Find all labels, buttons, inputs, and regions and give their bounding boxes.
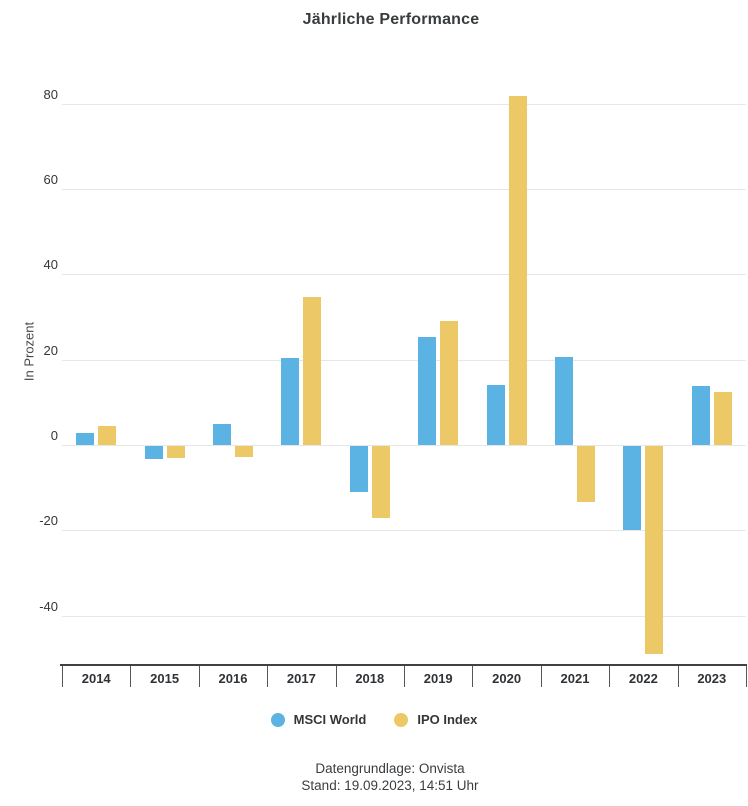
- gridline: [62, 274, 746, 276]
- x-axis-tick: [335, 666, 337, 687]
- legend-label: IPO Index: [417, 712, 478, 727]
- bar-ipo-index-2021[interactable]: [577, 445, 595, 503]
- bar-msci-world-2016[interactable]: [213, 424, 231, 445]
- bar-msci-world-2019[interactable]: [418, 337, 437, 445]
- x-tick-label-2014: 2014: [81, 671, 111, 686]
- y-tick-label: 80: [43, 86, 58, 102]
- bar-ipo-index-2020[interactable]: [508, 96, 527, 445]
- bar-msci-world-2021[interactable]: [555, 357, 573, 445]
- x-axis-tick: [677, 666, 679, 687]
- x-axis-tick: [609, 666, 611, 687]
- bar-msci-world-2017[interactable]: [281, 358, 300, 445]
- chart-title: Jährliche Performance: [302, 11, 480, 28]
- x-tick-label-2017: 2017: [286, 671, 316, 686]
- bar-msci-world-2014[interactable]: [76, 432, 95, 445]
- y-tick-label: 40: [43, 257, 58, 273]
- bar-msci-world-2023[interactable]: [691, 386, 710, 445]
- x-axis-tick: [746, 666, 747, 687]
- x-axis-tick: [472, 666, 474, 687]
- gridline: [62, 530, 746, 532]
- bar-ipo-index-2023[interactable]: [713, 392, 732, 445]
- legend: MSCI World IPO Index: [0, 712, 748, 727]
- zero-gridline: [62, 444, 746, 446]
- chart-footer: Datengrundlage: Onvista Stand: 19.09.202…: [16, 760, 748, 794]
- gridline: [62, 103, 746, 105]
- plot-area: [62, 55, 746, 665]
- x-axis-tick: [62, 666, 63, 687]
- x-axis-line: [60, 664, 747, 666]
- y-tick-label: 0: [50, 427, 58, 443]
- x-tick-label-2016: 2016: [218, 671, 248, 686]
- x-tick-label-2021: 2021: [560, 671, 590, 686]
- x-axis-tick: [540, 666, 542, 687]
- y-tick-label: -40: [39, 598, 58, 614]
- footer-timestamp: Stand: 19.09.2023, 14:51 Uhr: [301, 778, 479, 793]
- x-axis-tick: [130, 666, 132, 687]
- bar-ipo-index-2018[interactable]: [371, 445, 390, 518]
- bar-ipo-index-2014[interactable]: [98, 425, 117, 445]
- gridline: [62, 615, 746, 617]
- y-tick-label: -20: [39, 513, 58, 529]
- x-tick-label-2015: 2015: [150, 671, 180, 686]
- gridline: [62, 188, 746, 190]
- x-axis-tick: [267, 666, 269, 687]
- footer-source: Datengrundlage: Onvista: [315, 761, 465, 776]
- y-tick-label: 60: [43, 171, 58, 187]
- bar-ipo-index-2017[interactable]: [303, 297, 322, 445]
- x-axis-tick: [404, 666, 405, 687]
- bar-ipo-index-2022[interactable]: [645, 445, 664, 655]
- x-tick-label-2022: 2022: [628, 671, 658, 686]
- x-tick-label-2020: 2020: [492, 671, 522, 686]
- bar-msci-world-2020[interactable]: [486, 385, 505, 445]
- legend-item-ipo-index[interactable]: IPO Index: [394, 712, 477, 727]
- bar-msci-world-2022[interactable]: [623, 445, 642, 531]
- bar-msci-world-2018[interactable]: [349, 445, 368, 492]
- x-tick-label-2019: 2019: [423, 671, 453, 686]
- legend-color-dot: [270, 712, 285, 727]
- legend-label: MSCI World: [293, 712, 367, 727]
- bar-ipo-index-2019[interactable]: [440, 321, 459, 445]
- x-tick-label-2023: 2023: [697, 671, 727, 686]
- bar-msci-world-2015[interactable]: [144, 445, 163, 459]
- x-tick-label-2018: 2018: [355, 671, 385, 686]
- legend-color-dot: [394, 712, 409, 727]
- y-tick-label: 20: [43, 342, 58, 358]
- legend-item-msci-world[interactable]: MSCI World: [270, 712, 367, 727]
- bar-ipo-index-2016[interactable]: [235, 445, 253, 457]
- x-axis-tick: [198, 666, 200, 687]
- bar-ipo-index-2015[interactable]: [166, 445, 185, 459]
- gridline: [62, 359, 746, 361]
